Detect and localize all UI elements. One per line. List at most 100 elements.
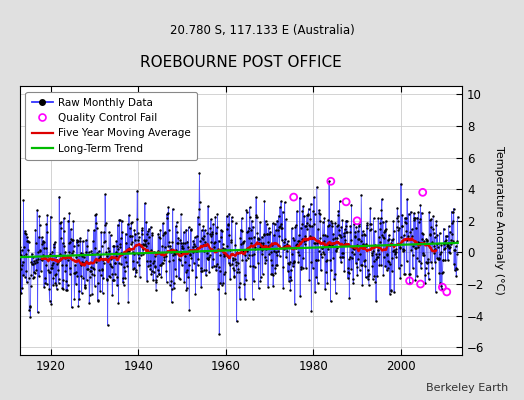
Point <box>345 256 353 262</box>
Point <box>38 234 46 240</box>
Point <box>95 266 104 273</box>
Point <box>209 256 217 262</box>
Point <box>208 264 216 270</box>
Point <box>312 256 320 263</box>
Point <box>193 247 201 254</box>
Point <box>363 225 371 231</box>
Point <box>361 257 369 264</box>
Point <box>84 226 92 233</box>
Point <box>209 221 217 228</box>
Point <box>413 273 421 279</box>
Point <box>406 280 414 286</box>
Point <box>93 224 101 231</box>
Point <box>326 298 335 304</box>
Point <box>65 210 73 216</box>
Title: ROEBOURNE POST OFFICE: ROEBOURNE POST OFFICE <box>140 55 342 70</box>
Point <box>185 247 194 253</box>
Point <box>30 269 39 276</box>
Point <box>283 268 292 274</box>
Point <box>189 238 198 244</box>
Point <box>347 201 356 208</box>
Point <box>110 277 118 284</box>
Point <box>120 264 128 270</box>
Point <box>330 240 338 247</box>
Point <box>123 263 132 270</box>
Point <box>183 266 191 273</box>
Point <box>288 251 297 258</box>
Point <box>169 252 177 258</box>
Point <box>409 265 417 271</box>
Point <box>453 238 462 244</box>
Point <box>257 251 266 257</box>
Point <box>315 210 323 216</box>
Point <box>367 250 376 256</box>
Point <box>166 246 174 252</box>
Point <box>191 234 199 240</box>
Point <box>318 254 326 261</box>
Point <box>156 235 164 241</box>
Point <box>211 214 220 220</box>
Point <box>264 239 272 245</box>
Point <box>382 226 390 232</box>
Point <box>72 237 81 243</box>
Point <box>349 276 357 282</box>
Point <box>323 280 332 286</box>
Point <box>233 249 242 255</box>
Point <box>384 265 392 271</box>
Point <box>379 218 387 225</box>
Point <box>355 220 363 227</box>
Point <box>32 257 40 264</box>
Point <box>448 220 456 226</box>
Point <box>396 275 405 282</box>
Point <box>44 257 52 264</box>
Point <box>329 231 337 237</box>
Point <box>452 265 460 271</box>
Point <box>368 263 377 269</box>
Point <box>253 213 261 220</box>
Point <box>444 223 453 229</box>
Point <box>24 238 32 245</box>
Point <box>237 241 245 247</box>
Point <box>263 230 271 237</box>
Point <box>161 229 170 236</box>
Point <box>278 237 286 244</box>
Point <box>285 261 293 268</box>
Point <box>331 235 339 241</box>
Point <box>407 236 416 242</box>
Point <box>423 237 431 243</box>
Point <box>299 265 307 271</box>
Point <box>222 225 231 232</box>
Point <box>249 262 257 269</box>
Point <box>158 260 167 266</box>
Point <box>199 223 208 230</box>
Point <box>119 250 128 256</box>
Point <box>62 278 71 284</box>
Point <box>102 220 110 226</box>
Point <box>260 198 269 204</box>
Point <box>441 245 449 251</box>
Point <box>217 227 225 233</box>
Point <box>48 248 57 255</box>
Point <box>155 234 163 240</box>
Point <box>99 274 107 281</box>
Point <box>148 267 156 274</box>
Point <box>25 275 33 281</box>
Point <box>75 296 83 302</box>
Point <box>181 258 189 265</box>
Point <box>18 262 27 268</box>
Point <box>151 263 159 269</box>
Point <box>52 282 61 288</box>
Point <box>180 278 189 285</box>
Point <box>449 237 457 244</box>
Point <box>252 212 260 218</box>
Point <box>307 200 315 207</box>
Point <box>375 234 383 240</box>
Point <box>237 215 246 222</box>
Point <box>168 285 176 292</box>
Point <box>319 249 328 256</box>
Point <box>325 178 333 185</box>
Point <box>105 272 113 279</box>
Point <box>85 292 94 298</box>
Point <box>333 223 341 229</box>
Point <box>187 255 195 262</box>
